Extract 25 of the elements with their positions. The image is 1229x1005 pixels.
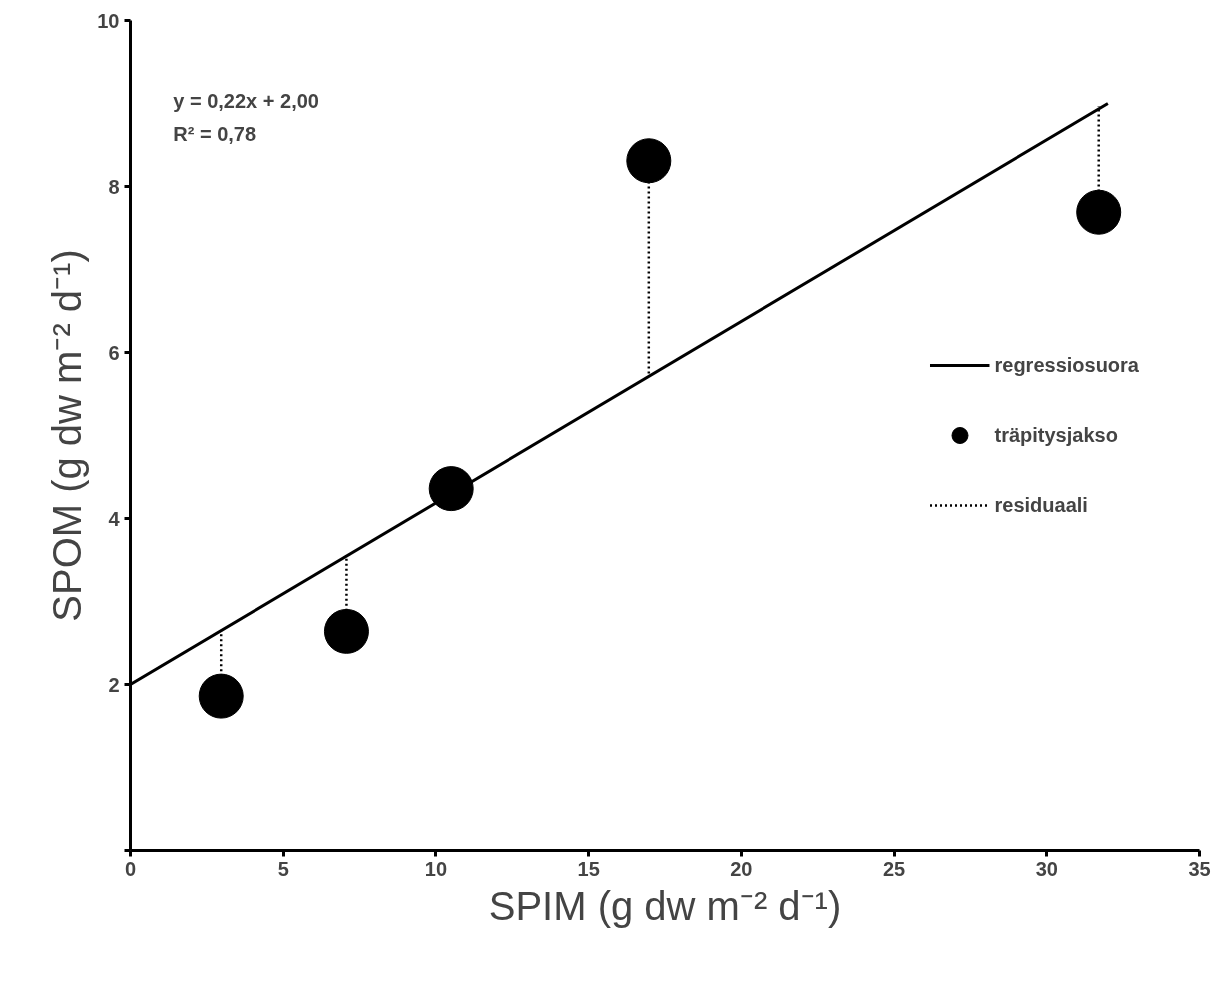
point (323, 608, 369, 654)
x-tick-label: 20 (730, 857, 753, 880)
x-tick-label: 5 (277, 857, 289, 880)
y-axis-title: SPOM (g dw m⁻² d⁻¹) (45, 249, 90, 622)
x-tick-label: 30 (1035, 857, 1058, 880)
point (1076, 189, 1122, 235)
y-tick-label: 8 (108, 175, 120, 198)
legend-label: residuaali (994, 493, 1088, 517)
x-tick-label: 10 (424, 857, 448, 880)
y-tick-label: 10 (97, 9, 120, 32)
annotation: R² = 0,78 (173, 123, 257, 145)
point (428, 466, 474, 512)
x-tick-label: 15 (577, 857, 600, 880)
y-tick-label: 4 (108, 507, 121, 530)
x-axis-title: SPIM (g dw m⁻² d⁻¹) (488, 883, 842, 928)
annotation: y = 0,22x + 2,00 (173, 89, 319, 112)
legend-label: regressiosuora (994, 353, 1139, 377)
y-tick-label: 2 (108, 673, 120, 696)
x-tick-label: 35 (1188, 857, 1211, 880)
point (626, 138, 672, 184)
x-tick-label: 25 (882, 857, 906, 880)
point (198, 673, 244, 719)
x-tick-label: 0 (124, 857, 137, 880)
y-tick-label: 6 (108, 341, 120, 364)
legend-label: träpitysjakso (994, 423, 1118, 447)
